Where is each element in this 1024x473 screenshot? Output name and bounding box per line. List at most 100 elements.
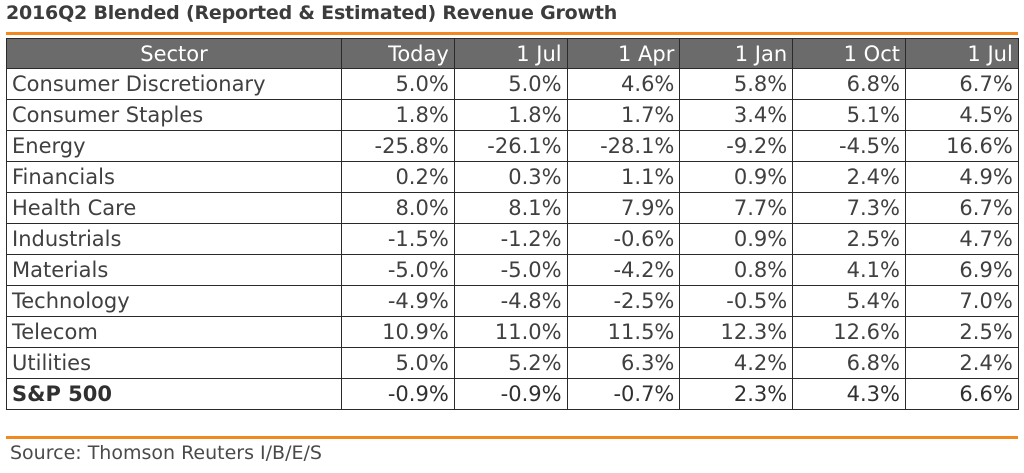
sector-name-cell: Health Care xyxy=(6,192,342,224)
growth-value-cell: -0.9% xyxy=(341,378,455,410)
table-row: Utilities 5.0% 5.2% 6.3% 4.2% 6.8% 2.4% xyxy=(6,347,1019,379)
growth-value-cell: 2.5% xyxy=(792,223,906,255)
growth-value-cell: -9.2% xyxy=(679,130,794,162)
growth-value-cell: 6.8% xyxy=(792,68,906,100)
table-row: Health Care 8.0% 8.1% 7.9% 7.7% 7.3% 6.7% xyxy=(6,192,1019,224)
growth-value-cell: -0.5% xyxy=(679,285,794,317)
top-accent-rule xyxy=(6,32,1018,35)
growth-value-cell: -5.0% xyxy=(453,254,568,286)
growth-value-cell: 1.7% xyxy=(566,99,681,131)
growth-value-cell: -26.1% xyxy=(453,130,568,162)
growth-value-cell: 0.3% xyxy=(453,161,568,193)
growth-value-cell: 5.0% xyxy=(341,347,455,379)
bottom-accent-rule xyxy=(6,436,1018,439)
growth-value-cell: 3.4% xyxy=(679,99,794,131)
growth-value-cell: 6.7% xyxy=(904,192,1019,224)
growth-value-cell: 4.3% xyxy=(792,378,906,410)
table-row: Technology -4.9% -4.8% -2.5% -0.5% 5.4% 7.0% xyxy=(6,285,1019,317)
growth-value-cell: 11.0% xyxy=(453,316,568,348)
growth-value-cell: 4.2% xyxy=(679,347,794,379)
growth-value-cell: 4.5% xyxy=(904,99,1019,131)
growth-value-cell: 2.5% xyxy=(904,316,1019,348)
growth-value-cell: 6.6% xyxy=(904,378,1019,410)
growth-value-cell: -4.9% xyxy=(341,285,455,317)
sector-name-cell: S&P 500 xyxy=(6,378,342,410)
growth-value-cell: 0.8% xyxy=(679,254,794,286)
growth-value-cell: 6.3% xyxy=(566,347,681,379)
growth-value-cell: 4.7% xyxy=(904,223,1019,255)
growth-value-cell: 0.2% xyxy=(341,161,455,193)
growth-value-cell: 0.9% xyxy=(679,223,794,255)
sector-name-cell: Utilities xyxy=(6,347,342,379)
growth-value-cell: 7.7% xyxy=(679,192,794,224)
sector-name-cell: Materials xyxy=(6,254,342,286)
column-header-1-jan: 1 Jan xyxy=(679,38,794,69)
growth-value-cell: 12.6% xyxy=(792,316,906,348)
growth-value-cell: -4.8% xyxy=(453,285,568,317)
header-row: Sector Today 1 Jul 1 Apr 1 Jan 1 Oct 1 J… xyxy=(6,38,1019,69)
growth-value-cell: 8.1% xyxy=(453,192,568,224)
column-header-1-apr: 1 Apr xyxy=(566,38,681,69)
growth-value-cell: 0.9% xyxy=(679,161,794,193)
table-title: 2016Q2 Blended (Reported & Estimated) Re… xyxy=(6,2,618,24)
sector-name-cell: Telecom xyxy=(6,316,342,348)
sector-name-cell: Technology xyxy=(6,285,342,317)
growth-value-cell: 4.1% xyxy=(792,254,906,286)
growth-value-cell: 7.9% xyxy=(566,192,681,224)
growth-value-cell: 5.0% xyxy=(341,68,455,100)
growth-value-cell: -0.6% xyxy=(566,223,681,255)
revenue-growth-table: Sector Today 1 Jul 1 Apr 1 Jan 1 Oct 1 J… xyxy=(6,38,1019,410)
table-row: Financials 0.2% 0.3% 1.1% 0.9% 2.4% 4.9% xyxy=(6,161,1019,193)
growth-value-cell: 1.8% xyxy=(341,99,455,131)
sector-name-cell: Energy xyxy=(6,130,342,162)
sector-name-cell: Consumer Discretionary xyxy=(6,68,342,100)
growth-value-cell: -1.2% xyxy=(453,223,568,255)
growth-value-cell: 5.4% xyxy=(792,285,906,317)
growth-value-cell: 5.8% xyxy=(679,68,794,100)
growth-value-cell: 10.9% xyxy=(341,316,455,348)
growth-value-cell: -1.5% xyxy=(341,223,455,255)
growth-value-cell: 2.3% xyxy=(679,378,794,410)
column-header-1-oct: 1 Oct xyxy=(792,38,906,69)
growth-value-cell: 12.3% xyxy=(679,316,794,348)
growth-value-cell: 1.1% xyxy=(566,161,681,193)
sector-name-cell: Financials xyxy=(6,161,342,193)
growth-value-cell: 4.9% xyxy=(904,161,1019,193)
growth-value-cell: -0.9% xyxy=(453,378,568,410)
table-row: Energy -25.8% -26.1% -28.1% -9.2% -4.5% 16.6% xyxy=(6,130,1019,162)
table-row: Consumer Staples 1.8% 1.8% 1.7% 3.4% 5.1% 4.5% xyxy=(6,99,1019,131)
growth-value-cell: -25.8% xyxy=(341,130,455,162)
growth-value-cell: 7.0% xyxy=(904,285,1019,317)
growth-value-cell: 5.1% xyxy=(792,99,906,131)
growth-value-cell: 7.3% xyxy=(792,192,906,224)
growth-value-cell: -4.5% xyxy=(792,130,906,162)
growth-value-cell: 8.0% xyxy=(341,192,455,224)
growth-value-cell: 1.8% xyxy=(453,99,568,131)
growth-value-cell: -5.0% xyxy=(341,254,455,286)
table-row: Industrials -1.5% -1.2% -0.6% 0.9% 2.5% 4.7% xyxy=(6,223,1019,255)
growth-value-cell: 6.8% xyxy=(792,347,906,379)
table-row: Materials -5.0% -5.0% -4.2% 0.8% 4.1% 6.9% xyxy=(6,254,1019,286)
growth-value-cell: -28.1% xyxy=(566,130,681,162)
column-header-1-jul-prior: 1 Jul xyxy=(904,38,1019,69)
table-row: Consumer Discretionary 5.0% 5.0% 4.6% 5.8% 6.… xyxy=(6,68,1019,100)
growth-value-cell: 6.9% xyxy=(904,254,1019,286)
growth-value-cell: -0.7% xyxy=(566,378,681,410)
column-header-1-jul: 1 Jul xyxy=(453,38,568,69)
total-row: S&P 500 -0.9% -0.9% -0.7% 2.3% 4.3% 6.6% xyxy=(6,378,1019,410)
sector-name-cell: Consumer Staples xyxy=(6,99,342,131)
column-header-sector: Sector xyxy=(6,38,342,69)
table-body: Consumer Discretionary 5.0% 5.0% 4.6% 5.8% 6.… xyxy=(6,68,1019,410)
growth-value-cell: 5.0% xyxy=(453,68,568,100)
table-row: Telecom 10.9% 11.0% 11.5% 12.3% 12.6% 2.5% xyxy=(6,316,1019,348)
growth-value-cell: 11.5% xyxy=(566,316,681,348)
growth-value-cell: -2.5% xyxy=(566,285,681,317)
growth-value-cell: 2.4% xyxy=(792,161,906,193)
growth-value-cell: 16.6% xyxy=(904,130,1019,162)
growth-value-cell: 4.6% xyxy=(566,68,681,100)
growth-value-cell: 5.2% xyxy=(453,347,568,379)
column-header-today: Today xyxy=(341,38,455,69)
growth-value-cell: 2.4% xyxy=(904,347,1019,379)
sector-name-cell: Industrials xyxy=(6,223,342,255)
source-note: Source: Thomson Reuters I/B/E/S xyxy=(10,442,322,464)
